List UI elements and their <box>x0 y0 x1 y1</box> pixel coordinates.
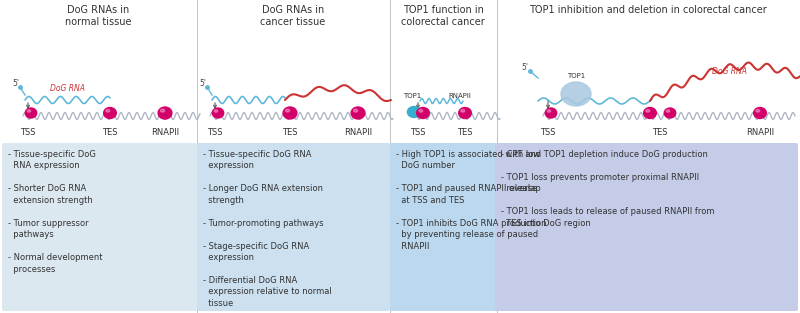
Text: TES: TES <box>652 128 668 137</box>
Ellipse shape <box>158 107 172 119</box>
Text: 5': 5' <box>522 64 529 73</box>
Text: DoG RNA: DoG RNA <box>50 84 86 93</box>
Text: TOP1 inhibition and deletion in colorectal cancer: TOP1 inhibition and deletion in colorect… <box>529 5 767 15</box>
FancyBboxPatch shape <box>390 143 497 311</box>
Text: TES: TES <box>102 128 118 137</box>
Ellipse shape <box>417 107 430 119</box>
Text: RNAPII: RNAPII <box>449 93 471 99</box>
Text: - CPT and TOP1 depletion induce DoG production

- TOP1 loss prevents promoter pr: - CPT and TOP1 depletion induce DoG prod… <box>501 150 714 228</box>
Ellipse shape <box>458 107 471 119</box>
Ellipse shape <box>461 110 465 112</box>
Text: 5': 5' <box>13 80 19 89</box>
Text: DoG RNA: DoG RNA <box>713 67 747 76</box>
Ellipse shape <box>104 107 116 119</box>
Ellipse shape <box>561 82 591 106</box>
Ellipse shape <box>26 108 37 118</box>
FancyBboxPatch shape <box>197 143 390 311</box>
Ellipse shape <box>354 109 358 112</box>
Ellipse shape <box>27 110 30 112</box>
Ellipse shape <box>756 110 760 112</box>
Text: DoG RNAs in
cancer tissue: DoG RNAs in cancer tissue <box>260 5 326 27</box>
Text: TOP1: TOP1 <box>403 93 421 99</box>
Ellipse shape <box>212 108 224 118</box>
Ellipse shape <box>546 108 557 118</box>
Text: RNAPII: RNAPII <box>344 128 372 137</box>
Text: 5': 5' <box>199 80 206 89</box>
Ellipse shape <box>644 107 656 119</box>
Text: TOP1: TOP1 <box>567 73 585 79</box>
Ellipse shape <box>547 110 550 112</box>
Ellipse shape <box>283 107 297 119</box>
Ellipse shape <box>754 107 766 119</box>
Text: TSS: TSS <box>410 128 426 137</box>
Ellipse shape <box>664 108 676 118</box>
Ellipse shape <box>351 107 365 119</box>
Text: - Tissue-specific DoG
  RNA expression

- Shorter DoG RNA
  extension strength

: - Tissue-specific DoG RNA expression - S… <box>8 150 102 274</box>
Ellipse shape <box>419 110 422 112</box>
Text: TES: TES <box>282 128 298 137</box>
Text: - Tissue-specific DoG RNA
  expression

- Longer DoG RNA extension
  strength

-: - Tissue-specific DoG RNA expression - L… <box>203 150 332 313</box>
Ellipse shape <box>106 110 110 112</box>
Ellipse shape <box>161 109 165 112</box>
Text: TSS: TSS <box>20 128 36 137</box>
Text: RNAPII: RNAPII <box>746 128 774 137</box>
Text: TSS: TSS <box>207 128 222 137</box>
Text: TOP1 function in
colorectal cancer: TOP1 function in colorectal cancer <box>401 5 485 27</box>
Text: DoG RNAs in
normal tissue: DoG RNAs in normal tissue <box>65 5 131 27</box>
Ellipse shape <box>666 110 670 112</box>
Text: RNAPII: RNAPII <box>151 128 179 137</box>
FancyBboxPatch shape <box>2 143 197 311</box>
Ellipse shape <box>646 110 650 112</box>
FancyBboxPatch shape <box>495 143 798 311</box>
Ellipse shape <box>407 106 421 117</box>
Text: - High TOP1 is associated with low
  DoG number

- TOP1 and paused RNAPII overla: - High TOP1 is associated with low DoG n… <box>396 150 546 251</box>
Text: TES: TES <box>458 128 473 137</box>
Text: TSS: TSS <box>540 128 556 137</box>
Ellipse shape <box>214 110 218 112</box>
Ellipse shape <box>286 109 290 112</box>
